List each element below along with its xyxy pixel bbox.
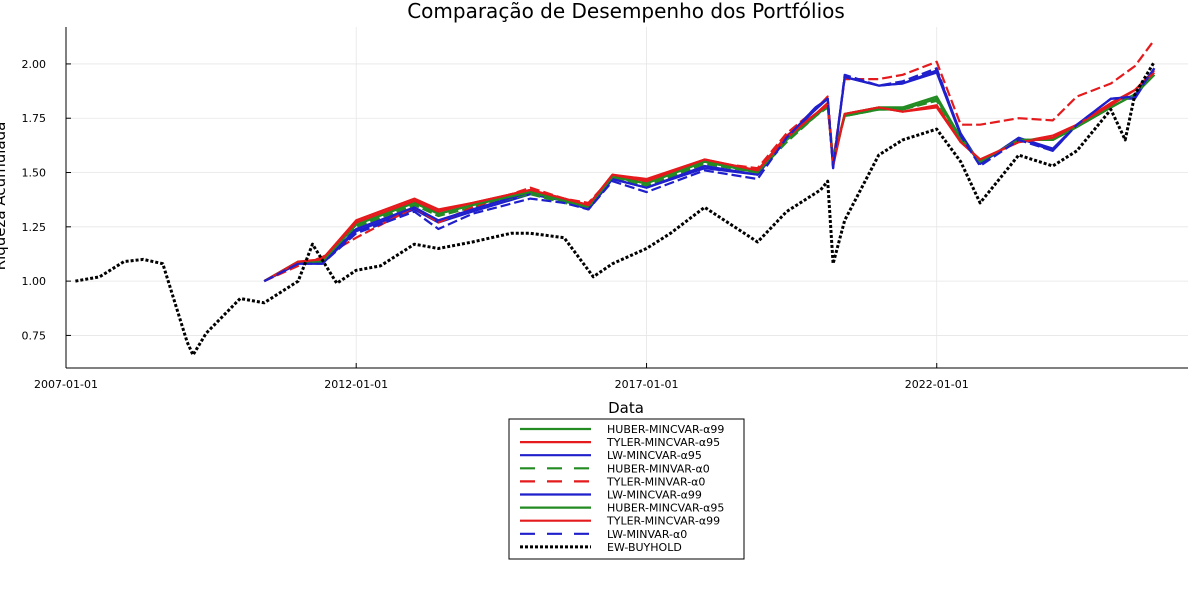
y-tick-label: 1.75 <box>22 112 47 125</box>
series-line-8 <box>263 71 1156 283</box>
x-tick-label: 2012-01-01 <box>324 378 388 391</box>
legend-label: LW-MINCVAR-α99 <box>607 489 702 502</box>
legend-label: EW-BUYHOLD <box>607 541 682 554</box>
x-tick-label: 2007-01-01 <box>34 378 98 391</box>
legend-label: HUBER-MINCVAR-α95 <box>607 502 724 515</box>
series-line-1 <box>263 74 1156 283</box>
y-tick-label: 1.25 <box>22 221 47 234</box>
chart-title: Comparação de Desempenho dos Portfólios <box>407 0 845 23</box>
legend-label: TYLER-MINVAR-α0 <box>606 475 705 488</box>
x-tick-label: 2017-01-01 <box>615 378 679 391</box>
x-axis-label: Data <box>608 399 644 417</box>
legend: HUBER-MINCVAR-α99TYLER-MINCVAR-α95LW-MIN… <box>508 418 745 560</box>
legend-label: HUBER-MINCVAR-α99 <box>607 423 724 436</box>
axes: 2007-01-01 2012-01-01 2017-01-01 2022-01-01… <box>22 27 1188 391</box>
y-tick-label: 0.75 <box>22 329 47 342</box>
series-line-10 <box>75 61 1156 357</box>
series-line-6 <box>263 67 1156 283</box>
y-tick-label: 1.00 <box>22 275 47 288</box>
y-tick-label: 1.50 <box>22 167 47 180</box>
legend-label: LW-MINVAR-α0 <box>607 528 687 541</box>
y-tick-label: 2.00 <box>22 58 47 71</box>
series-layer <box>75 39 1156 357</box>
series-line-9 <box>263 67 1156 283</box>
x-tick-label: 2022-01-01 <box>905 378 969 391</box>
series-line-7 <box>263 74 1156 283</box>
series-line-2 <box>263 69 1156 283</box>
series-line-4 <box>263 74 1156 283</box>
legend-label: TYLER-MINCVAR-α99 <box>606 515 720 528</box>
legend-label: TYLER-MINCVAR-α95 <box>606 436 720 449</box>
series-line-3 <box>263 67 1156 283</box>
y-axis-label: Riqueza Acumulada <box>0 122 9 271</box>
grid-lines <box>65 27 1188 368</box>
legend-label: LW-MINCVAR-α95 <box>607 449 702 462</box>
legend-label: HUBER-MINVAR-α0 <box>607 462 710 475</box>
